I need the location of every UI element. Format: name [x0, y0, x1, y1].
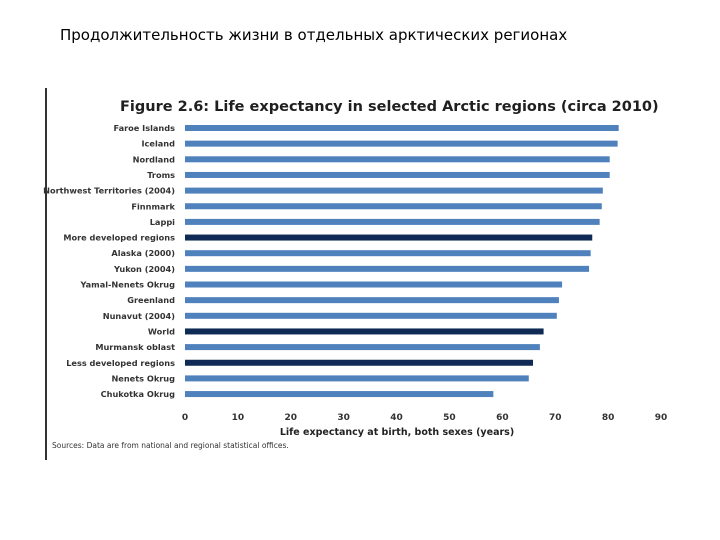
bar-lappi	[185, 218, 600, 225]
category-label: Less developed regions	[66, 358, 175, 368]
bar-nunavut-2004	[185, 312, 557, 319]
category-label: Chukotka Okrug	[101, 389, 176, 399]
x-tick-label: 10	[232, 413, 245, 423]
x-tick-label: 80	[602, 413, 615, 423]
bar-greenland	[185, 297, 559, 304]
category-label: World	[148, 326, 175, 336]
x-tick-label: 90	[655, 413, 668, 423]
bar-chukotka-okrug	[185, 391, 494, 398]
bar-finnmark	[185, 203, 602, 210]
category-label: Nenets Okrug	[111, 373, 175, 383]
page-title: Продолжительность жизни в отдельных аркт…	[60, 26, 568, 44]
bar-troms	[185, 171, 610, 178]
category-label: Northwest Territories (2004)	[43, 186, 175, 196]
category-label: Murmansk oblast	[95, 342, 175, 352]
bar-nordland	[185, 156, 610, 163]
x-tick-label: 20	[285, 413, 298, 423]
bar-murmansk-oblast	[185, 344, 540, 351]
category-label: Lappi	[150, 217, 175, 227]
category-label: Yukon (2004)	[113, 264, 175, 274]
chart-title: Figure 2.6: Life expectancy in selected …	[120, 99, 659, 115]
category-label: Alaska (2000)	[111, 248, 175, 258]
category-label: Nordland	[133, 154, 176, 164]
x-tick-label: 50	[443, 413, 456, 423]
source-note: Sources: Data are from national and regi…	[52, 441, 289, 450]
bar-less-developed-regions	[185, 359, 534, 366]
category-label: More developed regions	[63, 233, 175, 243]
bar-faroe-islands	[185, 125, 619, 131]
chart-frame	[45, 88, 680, 460]
category-label: Faroe Islands	[113, 123, 175, 133]
category-label: Iceland	[142, 139, 176, 149]
bar-more-developed-regions	[185, 234, 593, 241]
bar-yamal-nenets-okrug	[185, 281, 563, 288]
bar-yukon-2004	[185, 265, 590, 272]
x-tick-label: 0	[182, 413, 188, 423]
x-axis-label: Life expectancy at birth, both sexes (ye…	[280, 427, 514, 438]
category-label: Yamal-Nenets Okrug	[79, 280, 175, 290]
bar-alaska-2000	[185, 250, 591, 257]
category-label: Finnmark	[131, 201, 175, 211]
bar-world	[185, 328, 544, 335]
bar-nenets-okrug	[185, 375, 529, 382]
bar-northwest-territories-2004	[185, 187, 603, 194]
x-tick-label: 60	[496, 413, 509, 423]
x-tick-label: 40	[390, 413, 403, 423]
x-tick-label: 70	[549, 413, 562, 423]
bar-iceland	[185, 140, 618, 147]
category-label: Troms	[147, 170, 175, 180]
category-label: Greenland	[127, 295, 175, 305]
category-label: Nunavut (2004)	[103, 311, 175, 321]
x-tick-label: 30	[337, 413, 350, 423]
